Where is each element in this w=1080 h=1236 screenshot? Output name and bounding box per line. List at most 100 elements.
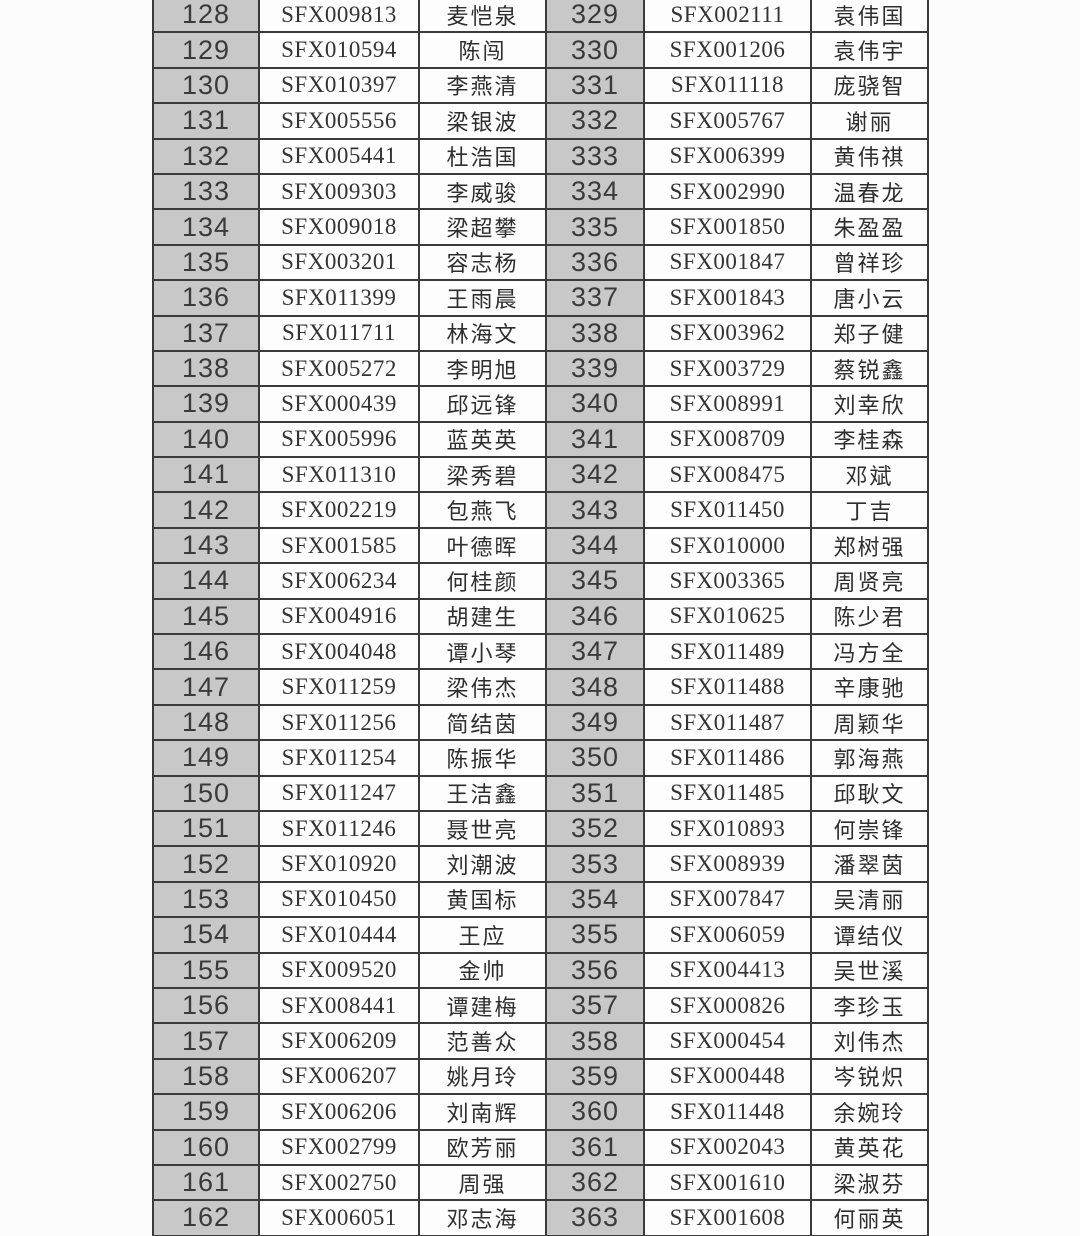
row-number-cell: 351	[545, 774, 645, 812]
employee-name-cell: 邓志海	[418, 1199, 547, 1236]
table-row: 147 SFX011259 梁伟杰 348 SFX011488 辛康驰	[152, 668, 929, 706]
employee-code-cell: SFX003201	[258, 243, 420, 282]
table-row: 160 SFX002799 欧芳丽 361 SFX002043 黄英花	[152, 1128, 929, 1166]
employee-name-cell: 周贤亮	[810, 562, 929, 600]
row-number-cell: 140	[152, 420, 260, 459]
employee-name-cell: 辛康驰	[810, 668, 929, 706]
row-number-cell: 353	[545, 845, 645, 883]
table-row: 156 SFX008441 谭建梅 357 SFX000826 李珍玉	[152, 986, 929, 1025]
employee-code-cell: SFX010625	[643, 597, 812, 636]
employee-name-cell: 金帅	[418, 951, 547, 989]
employee-code-cell: SFX002111	[643, 0, 812, 34]
employee-code-cell: SFX008441	[258, 986, 420, 1025]
employee-code-cell: SFX011448	[643, 1093, 812, 1131]
table-row: 144 SFX006234 何桂颜 345 SFX003365 周贤亮	[152, 562, 929, 600]
employee-name-cell: 庞骁智	[810, 66, 929, 105]
roster-table: 128 SFX009813 麦恺泉 329 SFX002111 袁伟国 129 SFX0105…	[152, 0, 929, 1236]
row-number-cell: 144	[152, 562, 260, 600]
employee-code-cell: SFX006209	[258, 1022, 420, 1060]
table-row: 130 SFX010397 李燕清 331 SFX011118 庞骁智	[152, 66, 929, 105]
row-number-cell: 356	[545, 951, 645, 989]
table-row: 155 SFX009520 金帅 356 SFX004413 吴世溪	[152, 951, 929, 989]
employee-name-cell: 吴世溪	[810, 951, 929, 989]
employee-code-cell: SFX002750	[258, 1163, 420, 1202]
table-row: 145 SFX004916 胡建生 346 SFX010625 陈少君	[152, 597, 929, 636]
row-number-cell: 354	[545, 880, 645, 919]
table-row: 140 SFX005996 蓝英英 341 SFX008709 李桂森	[152, 420, 929, 459]
row-number-cell: 338	[545, 314, 645, 352]
table-row: 148 SFX011256 简结茵 349 SFX011487 周颖华	[152, 703, 929, 742]
employee-code-cell: SFX008475	[643, 456, 812, 494]
employee-code-cell: SFX011310	[258, 456, 420, 494]
employee-name-cell: 刘潮波	[418, 845, 547, 883]
row-number-cell: 360	[545, 1093, 645, 1131]
table-row: 134 SFX009018 梁超攀 335 SFX001850 朱盈盈	[152, 208, 929, 246]
employee-name-cell: 丁吉	[810, 491, 929, 529]
row-number-cell: 136	[152, 279, 260, 317]
employee-name-cell: 袁伟国	[810, 0, 929, 34]
employee-name-cell: 姚月玲	[418, 1057, 547, 1096]
employee-code-cell: SFX011450	[643, 491, 812, 529]
row-number-cell: 357	[545, 986, 645, 1025]
employee-name-cell: 郭海燕	[810, 739, 929, 777]
row-number-cell: 156	[152, 986, 260, 1025]
table-row: 143 SFX001585 叶德晖 344 SFX010000 郑树强	[152, 526, 929, 565]
employee-name-cell: 李明旭	[418, 349, 547, 388]
employee-code-cell: SFX010450	[258, 880, 420, 919]
employee-code-cell: SFX009813	[258, 0, 420, 34]
employee-name-cell: 谢丽	[810, 102, 929, 140]
table-row: 135 SFX003201 容志杨 336 SFX001847 曾祥珍	[152, 243, 929, 282]
table-row: 139 SFX000439 邱远锋 340 SFX008991 刘幸欣	[152, 385, 929, 423]
employee-code-cell: SFX011711	[258, 314, 420, 352]
employee-code-cell: SFX007847	[643, 880, 812, 919]
row-number-cell: 141	[152, 456, 260, 494]
employee-code-cell: SFX006051	[258, 1199, 420, 1236]
employee-code-cell: SFX010000	[643, 526, 812, 565]
employee-code-cell: SFX005996	[258, 420, 420, 459]
row-number-cell: 341	[545, 420, 645, 459]
row-number-cell: 329	[545, 0, 645, 34]
employee-name-cell: 容志杨	[418, 243, 547, 282]
row-number-cell: 158	[152, 1057, 260, 1096]
row-number-cell: 342	[545, 456, 645, 494]
employee-code-cell: SFX005272	[258, 349, 420, 388]
employee-name-cell: 王应	[418, 916, 547, 954]
row-number-cell: 352	[545, 809, 645, 848]
row-number-cell: 154	[152, 916, 260, 954]
employee-name-cell: 梁银波	[418, 102, 547, 140]
row-number-cell: 142	[152, 491, 260, 529]
row-number-cell: 132	[152, 137, 260, 175]
employee-name-cell: 李桂森	[810, 420, 929, 459]
row-number-cell: 331	[545, 66, 645, 105]
row-number-cell: 146	[152, 633, 260, 671]
row-number-cell: 330	[545, 31, 645, 69]
employee-code-cell: SFX010444	[258, 916, 420, 954]
row-number-cell: 143	[152, 526, 260, 565]
employee-code-cell: SFX010397	[258, 66, 420, 105]
row-number-cell: 160	[152, 1128, 260, 1166]
employee-name-cell: 唐小云	[810, 279, 929, 317]
row-number-cell: 337	[545, 279, 645, 317]
employee-code-cell: SFX011254	[258, 739, 420, 777]
employee-name-cell: 欧芳丽	[418, 1128, 547, 1166]
table-row: 149 SFX011254 陈振华 350 SFX011486 郭海燕	[152, 739, 929, 777]
employee-code-cell: SFX011259	[258, 668, 420, 706]
employee-name-cell: 岑锐炽	[810, 1057, 929, 1096]
employee-name-cell: 李威骏	[418, 172, 547, 211]
row-number-cell: 343	[545, 491, 645, 529]
row-number-cell: 358	[545, 1022, 645, 1060]
table-row: 151 SFX011246 聂世亮 352 SFX010893 何崇锋	[152, 809, 929, 848]
employee-name-cell: 黄英花	[810, 1128, 929, 1166]
employee-name-cell: 邓斌	[810, 456, 929, 494]
row-number-cell: 151	[152, 809, 260, 848]
row-number-cell: 129	[152, 31, 260, 69]
employee-name-cell: 郑树强	[810, 526, 929, 565]
employee-name-cell: 聂世亮	[418, 809, 547, 848]
employee-name-cell: 胡建生	[418, 597, 547, 636]
table-row: 158 SFX006207 姚月玲 359 SFX000448 岑锐炽	[152, 1057, 929, 1096]
row-number-cell: 162	[152, 1199, 260, 1236]
employee-name-cell: 邱耿文	[810, 774, 929, 812]
table-row: 137 SFX011711 林海文 338 SFX003962 郑子健	[152, 314, 929, 352]
employee-name-cell: 黄伟祺	[810, 137, 929, 175]
row-number-cell: 333	[545, 137, 645, 175]
